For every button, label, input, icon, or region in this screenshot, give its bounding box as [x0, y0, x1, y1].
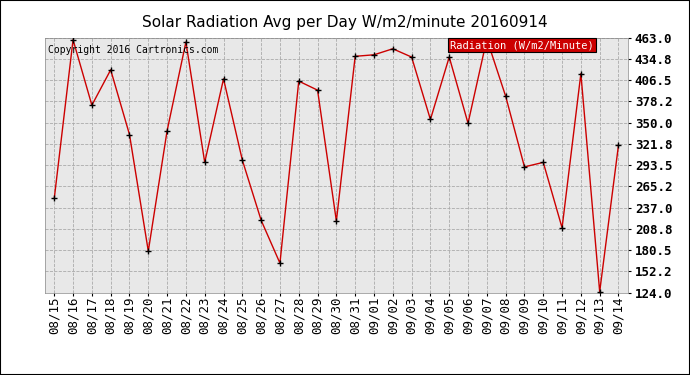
Text: Solar Radiation Avg per Day W/m2/minute 20160914: Solar Radiation Avg per Day W/m2/minute …	[142, 15, 548, 30]
Text: Radiation (W/m2/Minute): Radiation (W/m2/Minute)	[450, 40, 594, 50]
Text: Copyright 2016 Cartronics.com: Copyright 2016 Cartronics.com	[48, 45, 218, 55]
